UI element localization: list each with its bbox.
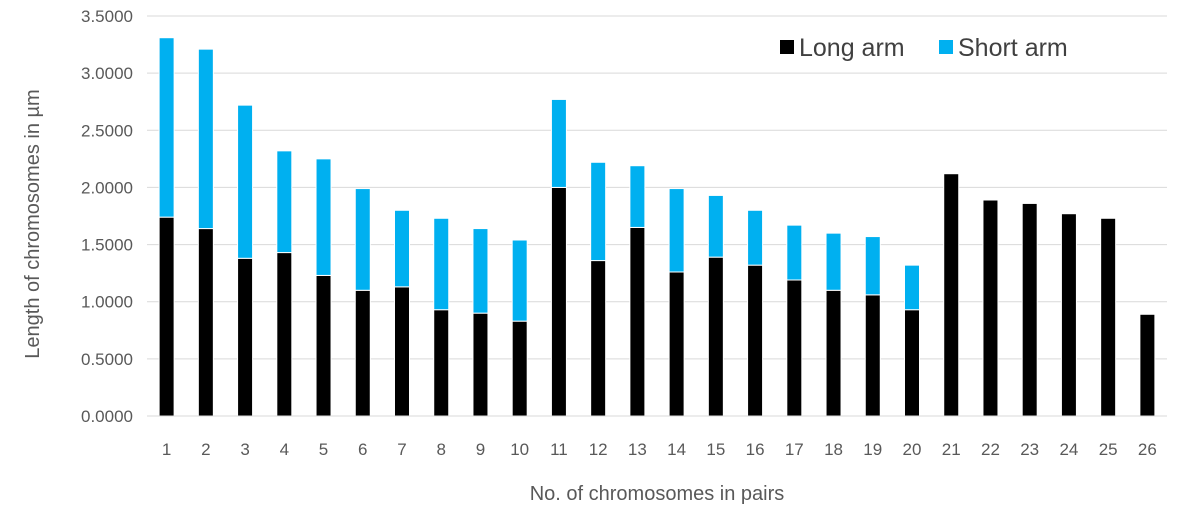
bar-short-arm <box>354 188 371 291</box>
y-tick-label: 3.5000 <box>81 7 133 26</box>
x-tick-label: 16 <box>746 440 765 459</box>
x-tick-label: 14 <box>667 440 686 459</box>
y-tick-label: 2.5000 <box>81 121 133 140</box>
bar-short-arm <box>197 48 214 230</box>
bar-long-arm <box>904 309 920 417</box>
x-tick-label: 21 <box>942 440 961 459</box>
bar-short-arm <box>668 188 685 273</box>
x-tick-label: 26 <box>1138 440 1157 459</box>
bar-long-arm <box>315 274 332 417</box>
bar-short-arm <box>158 37 175 218</box>
bar-long-arm <box>590 260 607 417</box>
bar-short-arm <box>825 232 842 291</box>
x-axis-title: No. of chromosomes in pairs <box>530 483 785 505</box>
bar-short-arm <box>707 194 724 258</box>
y-tick-label: 3.0000 <box>81 64 133 83</box>
bar-short-arm <box>237 104 254 259</box>
x-tick-label: 20 <box>903 440 922 459</box>
bar-short-arm <box>315 158 332 276</box>
bar-short-arm <box>394 209 410 288</box>
y-tick-label: 0.5000 <box>81 350 133 369</box>
bar-short-arm <box>433 217 450 311</box>
bar-long-arm <box>433 309 450 417</box>
bar-long-arm <box>864 294 881 417</box>
x-tick-label: 7 <box>397 440 406 459</box>
bar-long-arm <box>197 228 214 417</box>
x-tick-label: 18 <box>824 440 843 459</box>
x-tick-label: 8 <box>436 440 445 459</box>
x-tick-label: 25 <box>1099 440 1118 459</box>
x-tick-label: 22 <box>981 440 1000 459</box>
x-tick-label: 12 <box>589 440 608 459</box>
x-tick-label: 5 <box>319 440 328 459</box>
legend-swatch-short-arm <box>939 40 953 54</box>
y-axis-ticks: 0.0000 0.5000 1.0000 1.5000 2.0000 2.5000 3.00… <box>81 7 133 426</box>
x-tick-label: 9 <box>476 440 485 459</box>
bar-long-arm <box>354 289 371 417</box>
bar-long-arm <box>1060 213 1077 417</box>
bar-long-arm <box>943 173 960 417</box>
bar-short-arm <box>511 239 528 322</box>
bar-long-arm <box>394 286 410 417</box>
x-tick-label: 1 <box>162 440 171 459</box>
x-tick-label: 6 <box>358 440 367 459</box>
bar-short-arm <box>550 98 567 188</box>
legend-label-long-arm: Long arm <box>799 34 905 62</box>
x-tick-label: 11 <box>550 440 568 459</box>
bar-short-arm <box>276 150 293 254</box>
bar-long-arm <box>472 312 489 417</box>
x-tick-label: 23 <box>1020 440 1039 459</box>
bar-long-arm <box>668 271 685 417</box>
bar-long-arm <box>707 256 724 417</box>
bar-long-arm <box>158 216 175 417</box>
bar-long-arm <box>550 186 567 417</box>
y-axis-title: Length of chromosomes in µm <box>22 89 44 358</box>
bar-long-arm <box>237 257 254 417</box>
x-tick-label: 19 <box>863 440 882 459</box>
bar-short-arm <box>747 209 764 266</box>
y-tick-label: 1.0000 <box>81 293 133 312</box>
bar-short-arm <box>629 165 646 228</box>
bar-short-arm <box>786 224 803 281</box>
x-tick-label: 13 <box>628 440 647 459</box>
bar-long-arm <box>276 252 293 417</box>
x-tick-label: 24 <box>1059 440 1078 459</box>
x-tick-label: 2 <box>201 440 210 459</box>
bar-long-arm <box>511 320 528 417</box>
x-axis-ticks: 1 2 3 4 5 6 7 8 9 10 11 12 13 14 15 16 17 18 19 20 21 22 23 24 2… <box>162 440 1157 459</box>
bar-long-arm <box>629 226 646 417</box>
bar-long-arm <box>1021 202 1038 417</box>
bar-long-arm <box>786 279 803 417</box>
x-tick-label: 10 <box>510 440 529 459</box>
y-tick-label: 1.5000 <box>81 236 133 255</box>
bar-long-arm <box>1139 313 1156 417</box>
x-tick-label: 15 <box>706 440 725 459</box>
x-tick-label: 17 <box>785 440 804 459</box>
x-tick-label: 4 <box>280 440 289 459</box>
bar-long-arm <box>747 264 764 417</box>
bar-short-arm <box>590 161 607 262</box>
bar-long-arm <box>825 289 842 417</box>
bar-short-arm <box>904 264 920 311</box>
x-tick-label: 3 <box>240 440 249 459</box>
y-tick-label: 2.0000 <box>81 178 133 197</box>
bar-long-arm <box>982 199 999 417</box>
gridlines <box>147 15 1167 360</box>
bar-short-arm <box>472 228 489 314</box>
legend-swatch-long-arm <box>780 40 794 54</box>
y-tick-label: 0.0000 <box>81 407 133 426</box>
legend-label-short-arm: Short arm <box>958 34 1068 62</box>
bars <box>158 37 1156 417</box>
bar-long-arm <box>1100 217 1117 417</box>
bar-short-arm <box>864 236 881 296</box>
legend: Long arm Short arm <box>780 34 1068 62</box>
